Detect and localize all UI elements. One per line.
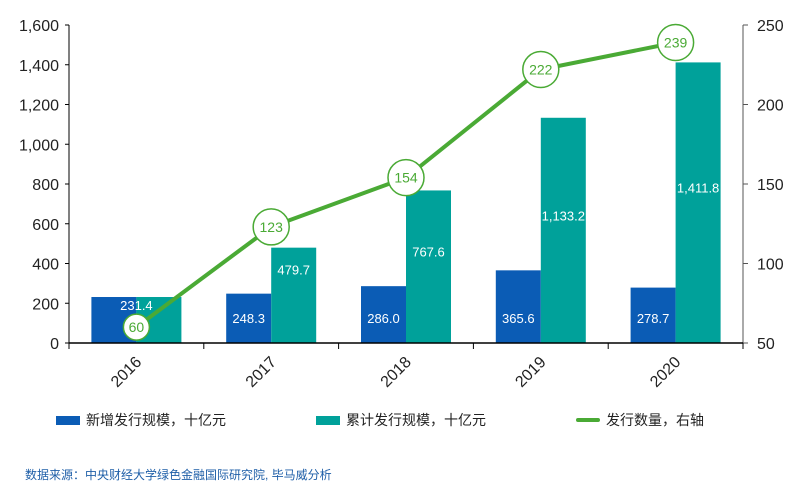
x-axis-tick-label: 2019 — [512, 354, 549, 391]
legend-item-new: 新增发行规模，十亿元 — [56, 410, 226, 430]
left-axis-tick-label: 1,600 — [19, 18, 59, 35]
bar-new-label: 248.3 — [232, 311, 265, 326]
x-axis-tick-label: 2020 — [647, 354, 684, 391]
line-point-label: 123 — [260, 219, 284, 235]
right-axis-tick-label: 100 — [757, 257, 784, 274]
source-note: 数据来源：中央财经大学绿色金融国际研究院, 毕马威分析 — [25, 468, 332, 482]
bar-cumulative-label: 767.6 — [412, 245, 445, 260]
line-point-label: 222 — [529, 62, 553, 78]
legend-label-cumulative: 累计发行规模，十亿元 — [346, 412, 486, 428]
bar-cumulative-label: 479.7 — [277, 263, 310, 278]
line-point-count — [252, 208, 290, 246]
left-axis-tick-label: 1,200 — [19, 98, 59, 115]
legend-swatch-new — [56, 415, 80, 425]
right-axis-tick-label: 200 — [757, 98, 784, 115]
x-axis-tick-label: 2017 — [243, 354, 280, 391]
chart: 248.3 286.0 365.6 278.7 231.4 479.7 767.6 1,133… — [19, 18, 784, 391]
line-point-label: 239 — [664, 34, 688, 50]
right-axis-tick-label: 50 — [757, 336, 775, 353]
bar-new — [495, 270, 541, 343]
bar-new-label: 286.0 — [367, 311, 400, 326]
line-point-count — [122, 313, 151, 341]
left-axis-tick-label: 600 — [32, 217, 59, 234]
bar-new-label: 278.7 — [637, 311, 670, 326]
line-point-count — [656, 23, 695, 62]
bar-new — [361, 286, 406, 343]
line-point-count — [387, 158, 425, 197]
left-axis-tick-label: 200 — [32, 296, 59, 313]
bar-new-label: 365.6 — [502, 311, 535, 326]
legend-swatch-count — [576, 418, 600, 422]
right-axis-tick-label: 150 — [757, 177, 784, 194]
x-axis-tick-label: 2016 — [108, 354, 145, 391]
right-axis-tick-label: 250 — [757, 18, 784, 35]
legend-item-count: 发行数量，右轴 — [576, 410, 704, 430]
legend-label-new: 新增发行规模，十亿元 — [86, 412, 226, 428]
left-axis-tick-label: 800 — [32, 177, 59, 194]
left-axis-tick-label: 1,400 — [19, 58, 59, 75]
bar-cumulative — [271, 247, 317, 343]
left-axis-tick-label: 0 — [50, 336, 59, 353]
line-point-label: 154 — [394, 170, 418, 186]
left-axis-tick-label: 400 — [32, 257, 59, 274]
bar-new — [226, 293, 272, 343]
left-axis-tick-label: 1,000 — [19, 137, 59, 154]
legend-label-count: 发行数量，右轴 — [606, 412, 704, 428]
bar-cumulative — [406, 190, 451, 343]
line-point-label: 60 — [129, 319, 145, 335]
bar-cumulative — [540, 117, 586, 344]
bar-cumulative-label: 231.4 — [120, 298, 153, 313]
legend-swatch-cumulative — [316, 415, 340, 425]
x-axis-tick-label: 2018 — [378, 354, 415, 391]
bar-cumulative-label: 1,411.8 — [677, 181, 719, 196]
bar-cumulative-label: 1,133.2 — [542, 208, 585, 223]
legend-item-cumulative: 累计发行规模，十亿元 — [316, 410, 486, 430]
bar-new — [630, 287, 676, 343]
bar-cumulative — [675, 62, 721, 343]
line-point-count — [522, 50, 560, 89]
